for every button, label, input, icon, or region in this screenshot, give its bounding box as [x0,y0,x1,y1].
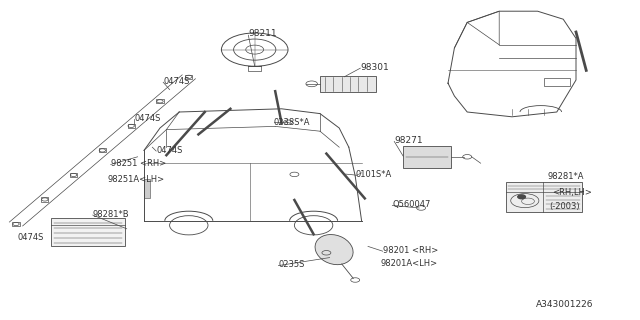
Text: (-2003): (-2003) [549,202,580,211]
Text: 98251 <RH>: 98251 <RH> [111,159,166,168]
Bar [544,78,570,86]
Bar [403,146,451,168]
Bar [13,222,20,226]
Text: <RH,LH>: <RH,LH> [552,188,591,196]
Text: 0238S*A: 0238S*A [274,118,310,127]
Bar [70,173,77,177]
Bar [127,124,134,128]
Text: A343001226: A343001226 [536,300,594,309]
Text: 98201A<LH>: 98201A<LH> [380,260,437,268]
Text: 0474S: 0474S [134,114,161,123]
Text: 0101S*A: 0101S*A [355,170,392,179]
Text: 0235S: 0235S [278,260,305,269]
Bar [41,197,49,202]
Text: 98301: 98301 [360,63,389,72]
Text: 98211: 98211 [248,29,277,38]
Bar [320,76,376,92]
Text: 0474S: 0474S [18,233,44,242]
Text: 98251A<LH>: 98251A<LH> [108,175,164,184]
Text: 0474S: 0474S [156,146,182,155]
Bar [51,218,125,246]
Text: 98281*B: 98281*B [93,210,129,219]
Text: 98201 <RH>: 98201 <RH> [383,246,438,255]
Text: 98271: 98271 [394,136,423,145]
Bar [156,99,164,103]
Text: Q560047: Q560047 [392,200,431,209]
Bar [144,179,150,198]
Circle shape [518,195,525,199]
Ellipse shape [315,235,353,265]
Text: 0474S: 0474S [163,77,189,86]
Text: 98281*A: 98281*A [547,172,584,181]
Bar [186,75,192,79]
Bar [99,148,106,153]
Bar [506,182,582,212]
